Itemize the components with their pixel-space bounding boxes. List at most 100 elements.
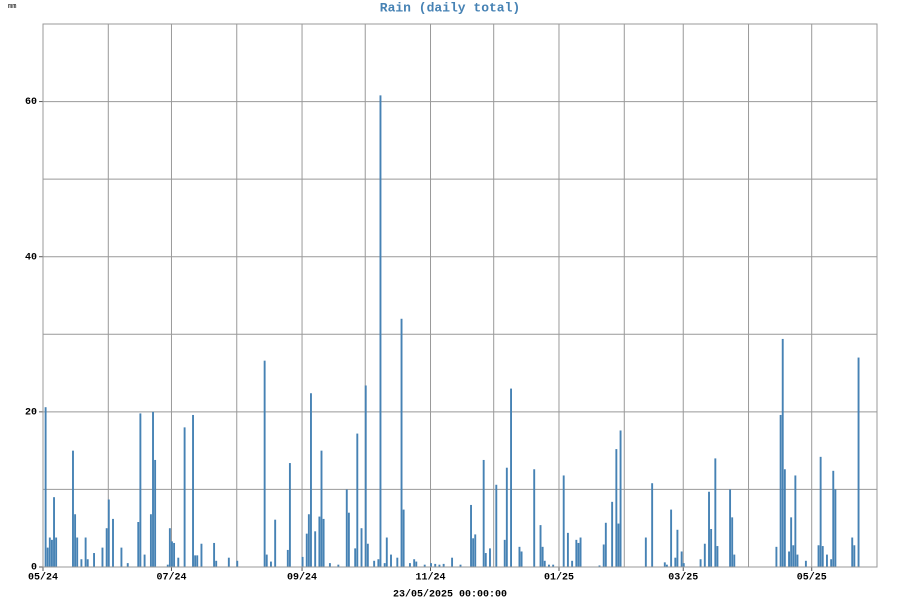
bar <box>729 489 732 567</box>
bar <box>105 528 108 567</box>
bar <box>345 489 348 567</box>
bar <box>379 95 382 567</box>
bar <box>322 518 325 567</box>
bar <box>796 554 799 567</box>
bar <box>183 427 186 567</box>
bar <box>505 467 508 567</box>
bar <box>347 512 350 567</box>
bar <box>236 560 239 567</box>
bar <box>615 449 618 567</box>
chart-title: Rain (daily total) <box>380 0 520 15</box>
bar <box>484 553 487 567</box>
bar <box>314 531 317 567</box>
bar <box>579 537 582 567</box>
bar <box>265 554 268 567</box>
bar <box>423 564 426 567</box>
bar <box>541 546 544 567</box>
bar <box>200 543 203 567</box>
bar <box>562 475 565 567</box>
bar <box>680 551 683 567</box>
bar <box>274 519 277 567</box>
bar <box>482 459 485 567</box>
bar <box>154 459 157 567</box>
bar <box>474 534 477 567</box>
bar <box>107 499 110 567</box>
bar <box>548 564 550 567</box>
bar <box>263 360 266 567</box>
bar <box>50 539 53 567</box>
bar <box>819 456 822 567</box>
y-tick-label: 20 <box>25 407 37 418</box>
bar <box>489 548 491 567</box>
bar <box>396 557 399 567</box>
bar <box>821 546 824 567</box>
bar <box>716 546 719 567</box>
x-tick-label: 03/25 <box>668 572 698 584</box>
bar <box>663 562 666 567</box>
bar <box>710 528 713 567</box>
bar <box>194 555 197 567</box>
bar <box>566 532 569 567</box>
bar <box>364 385 367 567</box>
bar <box>699 559 702 567</box>
plot-frame <box>42 23 878 568</box>
bar <box>373 560 376 567</box>
x-tick-label: 01/25 <box>544 572 574 584</box>
bar <box>48 537 51 567</box>
bar <box>781 338 784 567</box>
bar <box>120 547 123 567</box>
bar <box>539 525 542 567</box>
bar <box>520 551 523 567</box>
bar <box>84 537 87 567</box>
bar <box>86 559 89 567</box>
bar <box>320 450 323 567</box>
bar <box>434 563 437 567</box>
bar <box>518 546 521 567</box>
bar <box>682 563 685 567</box>
bar <box>817 545 820 567</box>
bar <box>72 450 74 567</box>
bar <box>112 518 114 567</box>
bar <box>354 548 357 567</box>
bar <box>356 433 359 567</box>
bar <box>171 541 173 567</box>
bar <box>301 556 304 567</box>
bar <box>853 545 856 567</box>
bar <box>442 563 445 567</box>
bar <box>168 528 171 567</box>
bar <box>288 463 291 567</box>
bar <box>310 393 312 567</box>
y-tick-label: 40 <box>25 252 37 263</box>
bar <box>46 547 49 567</box>
bar <box>307 514 310 567</box>
bar <box>826 554 828 567</box>
bar <box>783 469 786 567</box>
bar <box>196 555 199 567</box>
bar <box>510 388 512 567</box>
bar <box>337 564 340 567</box>
x-tick-label: 09/24 <box>287 572 317 584</box>
bar <box>55 537 58 567</box>
bar <box>126 563 129 567</box>
bar <box>617 523 620 567</box>
bar <box>533 469 536 567</box>
bar <box>166 564 169 567</box>
bar <box>703 543 706 567</box>
bar <box>651 483 654 567</box>
bar <box>543 560 546 567</box>
bar <box>604 522 607 567</box>
bar <box>714 458 717 567</box>
bar <box>143 554 146 567</box>
bar <box>76 537 79 567</box>
bar <box>360 528 363 567</box>
bar <box>80 559 83 567</box>
bar <box>402 509 405 567</box>
y-unit: mm <box>8 3 16 11</box>
bar <box>413 559 416 567</box>
bar <box>472 538 475 567</box>
bar <box>674 557 677 567</box>
bar <box>377 559 380 567</box>
bar <box>708 491 710 567</box>
bar <box>149 514 152 567</box>
bar <box>552 564 555 567</box>
